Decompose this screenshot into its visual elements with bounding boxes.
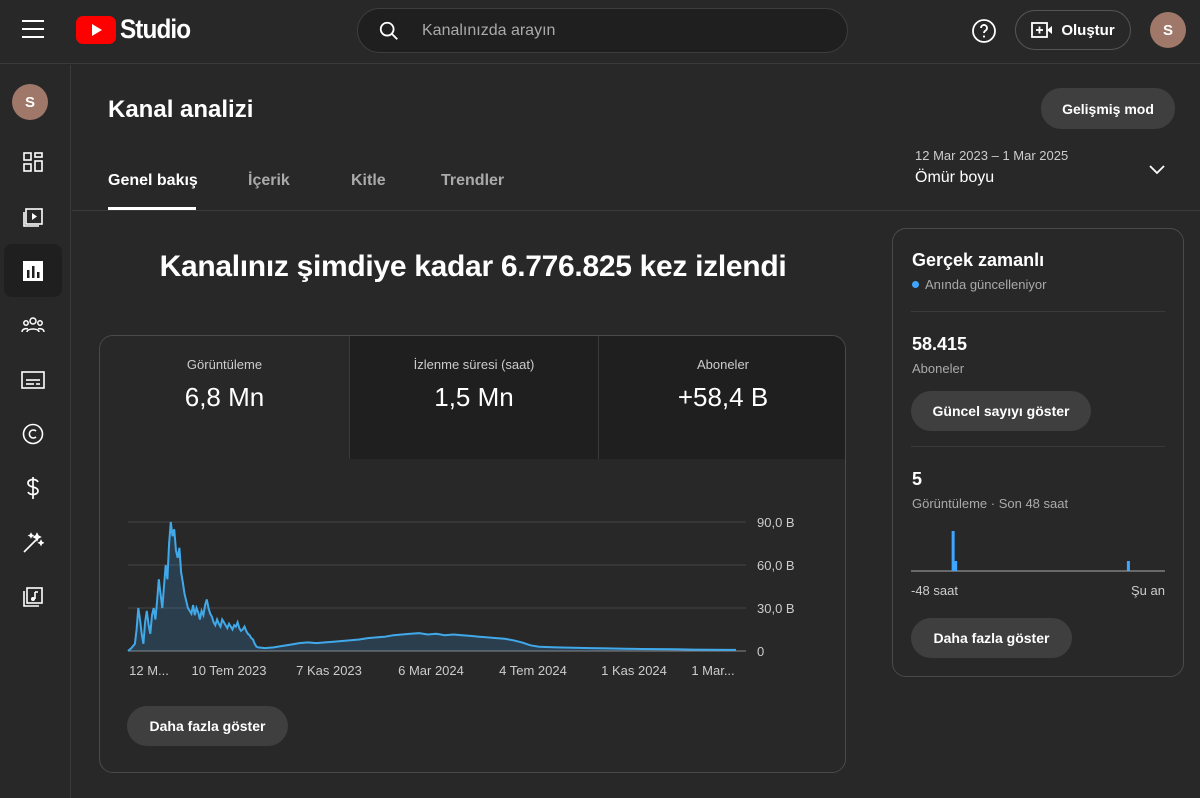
views-count: 5 <box>912 469 923 489</box>
y-tick-label: 30,0 B <box>757 601 795 616</box>
chart-line <box>127 521 736 652</box>
account-avatar[interactable]: S <box>1150 12 1186 48</box>
show-current-count-button[interactable]: Güncel sayıyı göster <box>911 391 1091 431</box>
views-chart: 90,0 B 60,0 B 30,0 B 0 12 M... 10 Tem 2023 7 … <box>127 515 795 678</box>
metric-value: 6,8 Mn <box>184 382 265 412</box>
sidebar: S <box>0 65 71 798</box>
metric-value: 1,5 Mn <box>434 382 514 412</box>
tab-content[interactable]: İçerik <box>248 172 290 189</box>
date-range-text: 12 Mar 2023 – 1 Mar 2025 <box>915 148 1069 163</box>
copyright-icon <box>22 423 44 444</box>
x-tick-label: 1 Mar... <box>691 663 734 678</box>
top-bar: Studio Oluştur S <box>0 0 1200 64</box>
metric-label: İzlenme süresi (saat) <box>413 357 535 372</box>
chart-area <box>128 522 736 651</box>
sidebar-item-audio-library[interactable] <box>4 570 62 623</box>
studio-logo[interactable]: Studio <box>76 14 198 45</box>
community-icon <box>21 316 45 332</box>
sidebar-item-copyright[interactable] <box>4 407 62 460</box>
lifetime-views-headline: Kanalınız şimdiye kadar 6.776.825 kez iz… <box>159 250 787 283</box>
advanced-mode-button[interactable]: Gelişmiş mod <box>1041 88 1175 129</box>
realtime-show-more-button[interactable]: Daha fazla göster <box>911 618 1072 658</box>
realtime-bar-chart <box>911 531 1165 572</box>
date-range-selector[interactable]: 12 Mar 2023 – 1 Mar 2025 Ömür boyu <box>915 148 1068 187</box>
tab-trends[interactable]: Trendler <box>441 172 505 189</box>
earn-icon <box>27 476 39 499</box>
dashboard-icon <box>23 151 43 172</box>
x-tick-label: 7 Kas 2023 <box>296 663 362 678</box>
realtime-subtitle-text: Anında güncelleniyor <box>925 277 1047 292</box>
logo-text: Studio <box>120 14 191 44</box>
create-video-icon <box>1031 22 1053 38</box>
customization-icon <box>23 531 44 553</box>
chevron-down-icon[interactable] <box>1148 162 1166 176</box>
realtime-bar <box>951 531 955 571</box>
sidebar-item-analytics[interactable] <box>4 244 62 297</box>
x-tick-label: 12 M... <box>129 663 169 678</box>
help-icon[interactable] <box>971 18 997 44</box>
y-tick-label: 90,0 B <box>757 515 795 530</box>
analytics-icon <box>23 260 43 281</box>
realtime-bar <box>1126 561 1130 571</box>
sidebar-item-dashboard[interactable] <box>4 135 62 188</box>
subscriber-count: 58.415 <box>912 334 968 354</box>
tabs-divider <box>72 210 1200 211</box>
metric-tab-watch-time[interactable]: İzlenme süresi (saat) 1,5 Mn <box>349 336 598 459</box>
create-label: Oluştur <box>1061 21 1115 39</box>
tab-audience[interactable]: Kitle <box>351 172 386 189</box>
x-tick-label: 1 Kas 2024 <box>601 663 667 678</box>
sidebar-item-subtitles[interactable] <box>4 353 62 406</box>
views-label: Görüntüleme · Son 48 saat <box>912 496 1069 511</box>
page-title: Kanal analizi <box>108 96 254 123</box>
menu-icon[interactable] <box>22 20 44 38</box>
sidebar-item-community[interactable] <box>4 298 62 351</box>
search-bar[interactable] <box>357 8 848 53</box>
live-dot-icon <box>912 281 919 288</box>
axis-end-label: Şu an <box>1131 583 1165 598</box>
y-tick-label: 60,0 B <box>757 558 795 573</box>
active-tab-indicator <box>108 207 196 210</box>
divider <box>911 311 1165 312</box>
x-tick-label: 6 Mar 2024 <box>398 663 464 678</box>
sidebar-item-content[interactable] <box>4 189 62 242</box>
create-button[interactable]: Oluştur <box>1015 10 1131 50</box>
period-text: Ömür boyu <box>915 169 995 186</box>
realtime-subtitle: Anında güncelleniyor <box>912 277 1046 292</box>
sidebar-item-earn[interactable] <box>4 461 62 514</box>
tab-overview[interactable]: Genel bakış <box>108 172 198 189</box>
metric-label: Aboneler <box>696 357 750 372</box>
subtitles-icon <box>21 370 45 389</box>
search-input[interactable] <box>422 21 802 40</box>
show-more-button[interactable]: Daha fazla göster <box>127 706 288 746</box>
search-icon <box>379 21 398 40</box>
content-icon <box>23 207 43 227</box>
metric-label: Görüntüleme <box>186 357 263 372</box>
realtime-title: Gerçek zamanlı <box>912 250 1045 270</box>
axis-start-label: -48 saat <box>911 583 958 598</box>
channel-avatar[interactable]: S <box>12 84 48 120</box>
youtube-logo-icon <box>76 15 116 44</box>
metric-value: +58,4 B <box>677 382 769 412</box>
divider <box>911 446 1165 447</box>
audio-library-icon <box>23 586 43 607</box>
metric-tab-views[interactable]: Görüntüleme 6,8 Mn <box>100 336 349 459</box>
x-tick-label: 10 Tem 2023 <box>192 663 267 678</box>
x-tick-label: 4 Tem 2024 <box>499 663 567 678</box>
realtime-bar <box>954 561 958 571</box>
metric-tab-subscribers[interactable]: Aboneler +58,4 B <box>598 336 845 459</box>
y-tick-label: 0 <box>757 644 764 659</box>
sidebar-item-customization[interactable] <box>4 516 62 569</box>
subscriber-label: Aboneler <box>912 361 965 376</box>
overview-card: Görüntüleme 6,8 Mn İzlenme süresi (saat)… <box>99 335 846 773</box>
realtime-card: Gerçek zamanlı Anında güncelleniyor 58.4… <box>892 228 1184 677</box>
metric-tabs: Görüntüleme 6,8 Mn İzlenme süresi (saat)… <box>100 336 845 459</box>
